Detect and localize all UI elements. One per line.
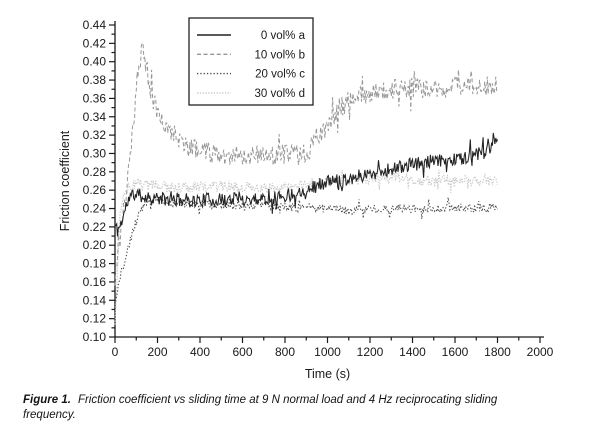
y-tick-label: 0.28 <box>83 165 107 179</box>
y-tick-label: 0.18 <box>83 257 107 271</box>
y-tick-label: 0.10 <box>83 330 107 344</box>
y-tick-label: 0.40 <box>83 55 107 69</box>
legend-label-20-vol-c: 20 vol% c <box>255 69 305 81</box>
y-tick-label: 0.16 <box>83 275 107 289</box>
y-axis-title: Friction coefficient <box>58 130 72 231</box>
x-axis-title: Time (s) <box>305 367 350 381</box>
series-line-20-vol-c <box>114 193 498 302</box>
series-line-0-vol-a <box>114 132 498 237</box>
y-tick-label: 0.22 <box>83 220 107 234</box>
y-tick-label: 0.32 <box>83 128 107 142</box>
y-tick-label: 0.38 <box>83 73 107 87</box>
y-tick-label: 0.42 <box>83 36 107 50</box>
x-tick-label: 600 <box>232 345 252 359</box>
x-tick-label: 0 <box>112 345 119 359</box>
legend-label-0-vol-a: 0 vol% a <box>261 30 306 42</box>
friction-chart: 0.10 0.12 0.14 0.16 0.18 0.20 0.22 0.24 0.26 0.28… <box>58 17 554 381</box>
x-tick-label: 1400 <box>399 345 426 359</box>
x-tick-label: 1600 <box>442 345 469 359</box>
y-tick-label: 0.12 <box>83 312 107 326</box>
x-tick-label: 200 <box>147 345 167 359</box>
figure-caption-text: Friction coefficient vs sliding time at … <box>23 394 498 422</box>
series-line-10-vol-b <box>114 41 498 286</box>
x-tick-label: 2000 <box>527 345 554 359</box>
y-tick-label: 0.30 <box>83 146 107 160</box>
y-tick-label: 0.20 <box>83 238 107 252</box>
legend-label-10-vol-b: 10 vol% b <box>254 49 305 61</box>
y-tick-label: 0.34 <box>83 110 107 124</box>
figure-caption-label: Figure 1. <box>23 394 71 406</box>
y-tick-label: 0.24 <box>83 202 107 216</box>
y-tick-label: 0.26 <box>83 183 107 197</box>
y-tick-label: 0.44 <box>83 18 107 32</box>
x-tick-label: 1200 <box>357 345 384 359</box>
figure-caption: Figure 1. Friction coefficient vs sliding… <box>23 393 515 423</box>
y-tick-label: 0.14 <box>83 293 107 307</box>
legend-label-30-vol-d: 30 vol% d <box>254 88 305 100</box>
x-tick-label: 1000 <box>314 345 341 359</box>
legend-box <box>188 17 314 106</box>
x-tick-label: 400 <box>190 345 210 359</box>
y-tick-label: 0.36 <box>83 91 107 105</box>
x-tick-label: 1800 <box>484 345 511 359</box>
x-tick-label: 800 <box>275 345 295 359</box>
